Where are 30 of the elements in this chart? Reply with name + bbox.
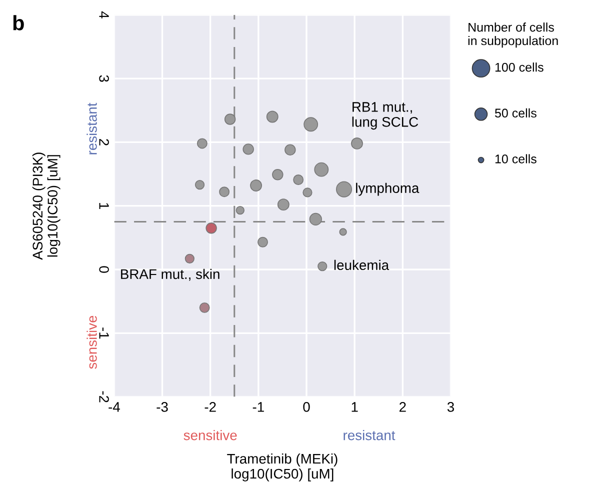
text: b (13, 15, 24, 30)
x-axis-title: Trametinib (MEKi) log10(IC50) [uM] (227, 453, 338, 482)
legend-label: 10 cells (495, 154, 536, 164)
text: resistant (86, 102, 97, 154)
y-axis-title: AS605240 (PI3K) log10(IC50) [uM] (32, 152, 60, 260)
text: resistant (344, 430, 396, 440)
annotation: RB1 mut., lung SCLC (352, 102, 418, 130)
x-tick-label: 2 (400, 402, 406, 412)
x-tick-label: -4 (108, 402, 120, 412)
y-tick-label: 1 (99, 203, 109, 210)
x-tick-label: 1 (352, 402, 358, 412)
legend-title: Number of cells in subpopulation (468, 22, 558, 48)
y-tick-label: 4 (99, 11, 109, 18)
y-tick-label: -2 (99, 391, 109, 402)
legend-label: 100 cells (495, 62, 544, 72)
annotation: leukemia (334, 260, 390, 270)
x-tick-label: 3 (447, 402, 454, 412)
y-tick-label: 0 (99, 266, 109, 273)
x-tick-label: -3 (156, 402, 168, 412)
x-tick-label: 0 (303, 402, 310, 412)
y-tick-label: 3 (99, 75, 109, 82)
text: sensitive (184, 430, 237, 440)
legend-label: 50 cells (495, 108, 536, 118)
annotation: BRAF mut., skin (121, 268, 220, 281)
y-tick-label: -1 (99, 328, 109, 339)
text: sensitive (86, 316, 97, 369)
y-tick-label: 2 (99, 139, 109, 146)
x-tick-label: -2 (204, 402, 216, 412)
x-tick-label: -1 (252, 402, 264, 412)
annotation: lymphoma (356, 182, 420, 196)
